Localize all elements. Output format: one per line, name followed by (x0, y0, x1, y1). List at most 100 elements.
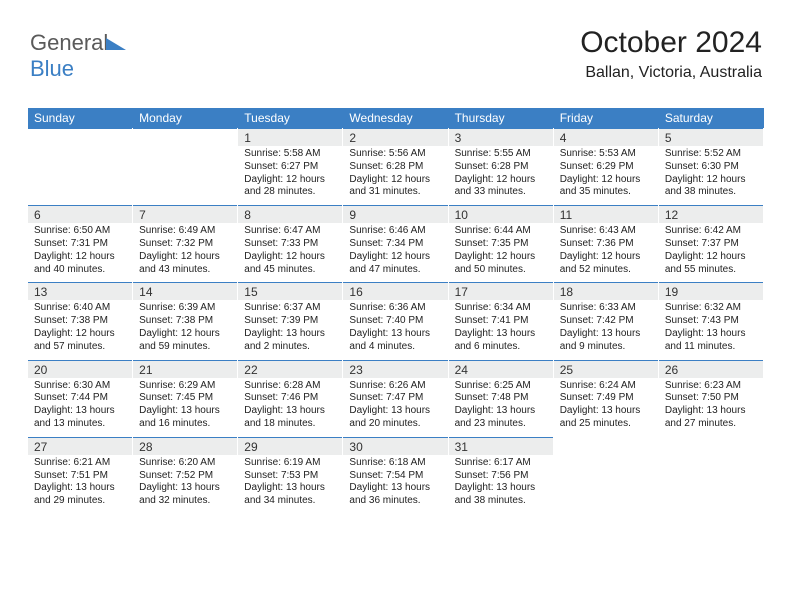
day-number: 28 (133, 437, 237, 455)
day-details: Sunrise: 6:36 AMSunset: 7:40 PMDaylight:… (343, 300, 447, 359)
calendar-day-cell: 15Sunrise: 6:37 AMSunset: 7:39 PMDayligh… (238, 282, 343, 359)
day-number: 3 (449, 128, 553, 146)
calendar-day-cell: 25Sunrise: 6:24 AMSunset: 7:49 PMDayligh… (554, 360, 659, 437)
day-number: 19 (659, 282, 763, 300)
calendar-empty-cell (28, 128, 133, 205)
calendar-empty-cell (133, 128, 238, 205)
calendar-day-cell: 3Sunrise: 5:55 AMSunset: 6:28 PMDaylight… (449, 128, 554, 205)
day-number: 18 (554, 282, 658, 300)
calendar-day-cell: 31Sunrise: 6:17 AMSunset: 7:56 PMDayligh… (449, 437, 554, 514)
location-subtitle: Ballan, Victoria, Australia (580, 64, 762, 82)
day-details: Sunrise: 6:33 AMSunset: 7:42 PMDaylight:… (554, 300, 658, 359)
logo-text-1: General (30, 30, 108, 55)
brand-logo: General Blue (30, 30, 126, 82)
day-number: 10 (449, 205, 553, 223)
day-number: 25 (554, 360, 658, 378)
calendar-day-cell: 17Sunrise: 6:34 AMSunset: 7:41 PMDayligh… (449, 282, 554, 359)
calendar-day-cell: 19Sunrise: 6:32 AMSunset: 7:43 PMDayligh… (659, 282, 764, 359)
day-details: Sunrise: 6:30 AMSunset: 7:44 PMDaylight:… (28, 378, 132, 437)
day-details: Sunrise: 5:52 AMSunset: 6:30 PMDaylight:… (659, 146, 763, 205)
calendar-header-cell: Sunday (28, 108, 133, 128)
calendar-day-cell: 13Sunrise: 6:40 AMSunset: 7:38 PMDayligh… (28, 282, 133, 359)
day-details: Sunrise: 5:56 AMSunset: 6:28 PMDaylight:… (343, 146, 447, 205)
day-details: Sunrise: 6:40 AMSunset: 7:38 PMDaylight:… (28, 300, 132, 359)
calendar-day-cell: 16Sunrise: 6:36 AMSunset: 7:40 PMDayligh… (343, 282, 448, 359)
day-number: 4 (554, 128, 658, 146)
calendar-day-cell: 8Sunrise: 6:47 AMSunset: 7:33 PMDaylight… (238, 205, 343, 282)
day-details: Sunrise: 6:29 AMSunset: 7:45 PMDaylight:… (133, 378, 237, 437)
day-details: Sunrise: 6:21 AMSunset: 7:51 PMDaylight:… (28, 455, 132, 514)
calendar-day-cell: 21Sunrise: 6:29 AMSunset: 7:45 PMDayligh… (133, 360, 238, 437)
day-details: Sunrise: 6:25 AMSunset: 7:48 PMDaylight:… (449, 378, 553, 437)
day-number: 24 (449, 360, 553, 378)
calendar-day-cell: 7Sunrise: 6:49 AMSunset: 7:32 PMDaylight… (133, 205, 238, 282)
calendar-day-cell: 11Sunrise: 6:43 AMSunset: 7:36 PMDayligh… (554, 205, 659, 282)
calendar-day-cell: 6Sunrise: 6:50 AMSunset: 7:31 PMDaylight… (28, 205, 133, 282)
calendar-day-cell: 10Sunrise: 6:44 AMSunset: 7:35 PMDayligh… (449, 205, 554, 282)
calendar-header-cell: Wednesday (343, 108, 448, 128)
day-number: 1 (238, 128, 342, 146)
day-details: Sunrise: 6:37 AMSunset: 7:39 PMDaylight:… (238, 300, 342, 359)
calendar-body: 1Sunrise: 5:58 AMSunset: 6:27 PMDaylight… (28, 128, 764, 514)
calendar-day-cell: 30Sunrise: 6:18 AMSunset: 7:54 PMDayligh… (343, 437, 448, 514)
calendar-day-cell: 18Sunrise: 6:33 AMSunset: 7:42 PMDayligh… (554, 282, 659, 359)
day-number: 7 (133, 205, 237, 223)
day-details: Sunrise: 6:44 AMSunset: 7:35 PMDaylight:… (449, 223, 553, 282)
month-title: October 2024 (580, 26, 762, 60)
day-number: 9 (343, 205, 447, 223)
day-details: Sunrise: 6:50 AMSunset: 7:31 PMDaylight:… (28, 223, 132, 282)
calendar-day-cell: 2Sunrise: 5:56 AMSunset: 6:28 PMDaylight… (343, 128, 448, 205)
day-number: 5 (659, 128, 763, 146)
day-details: Sunrise: 6:49 AMSunset: 7:32 PMDaylight:… (133, 223, 237, 282)
day-details: Sunrise: 5:53 AMSunset: 6:29 PMDaylight:… (554, 146, 658, 205)
day-details: Sunrise: 6:43 AMSunset: 7:36 PMDaylight:… (554, 223, 658, 282)
day-details: Sunrise: 6:26 AMSunset: 7:47 PMDaylight:… (343, 378, 447, 437)
calendar-header-cell: Monday (133, 108, 238, 128)
calendar-day-cell: 14Sunrise: 6:39 AMSunset: 7:38 PMDayligh… (133, 282, 238, 359)
calendar-day-cell: 22Sunrise: 6:28 AMSunset: 7:46 PMDayligh… (238, 360, 343, 437)
day-number: 23 (343, 360, 447, 378)
day-number: 12 (659, 205, 763, 223)
day-details: Sunrise: 6:28 AMSunset: 7:46 PMDaylight:… (238, 378, 342, 437)
day-number: 11 (554, 205, 658, 223)
day-number: 21 (133, 360, 237, 378)
day-details: Sunrise: 6:32 AMSunset: 7:43 PMDaylight:… (659, 300, 763, 359)
day-number: 26 (659, 360, 763, 378)
calendar-header-cell: Friday (554, 108, 659, 128)
day-details: Sunrise: 6:34 AMSunset: 7:41 PMDaylight:… (449, 300, 553, 359)
day-number: 15 (238, 282, 342, 300)
day-details: Sunrise: 6:42 AMSunset: 7:37 PMDaylight:… (659, 223, 763, 282)
calendar-day-cell: 24Sunrise: 6:25 AMSunset: 7:48 PMDayligh… (449, 360, 554, 437)
calendar-header-cell: Saturday (659, 108, 764, 128)
day-number: 22 (238, 360, 342, 378)
day-number: 6 (28, 205, 132, 223)
day-number: 2 (343, 128, 447, 146)
page-header: October 2024 Ballan, Victoria, Australia (580, 26, 762, 82)
day-details: Sunrise: 6:46 AMSunset: 7:34 PMDaylight:… (343, 223, 447, 282)
day-number: 30 (343, 437, 447, 455)
day-details: Sunrise: 6:24 AMSunset: 7:49 PMDaylight:… (554, 378, 658, 437)
calendar-day-cell: 29Sunrise: 6:19 AMSunset: 7:53 PMDayligh… (238, 437, 343, 514)
day-details: Sunrise: 6:19 AMSunset: 7:53 PMDaylight:… (238, 455, 342, 514)
calendar-day-cell: 5Sunrise: 5:52 AMSunset: 6:30 PMDaylight… (659, 128, 764, 205)
calendar-day-cell: 26Sunrise: 6:23 AMSunset: 7:50 PMDayligh… (659, 360, 764, 437)
logo-triangle-icon (106, 38, 126, 50)
day-details: Sunrise: 5:55 AMSunset: 6:28 PMDaylight:… (449, 146, 553, 205)
day-number: 14 (133, 282, 237, 300)
day-number: 13 (28, 282, 132, 300)
day-details: Sunrise: 6:17 AMSunset: 7:56 PMDaylight:… (449, 455, 553, 514)
calendar-day-cell: 1Sunrise: 5:58 AMSunset: 6:27 PMDaylight… (238, 128, 343, 205)
day-details: Sunrise: 6:39 AMSunset: 7:38 PMDaylight:… (133, 300, 237, 359)
calendar-header-cell: Tuesday (238, 108, 343, 128)
day-details: Sunrise: 6:20 AMSunset: 7:52 PMDaylight:… (133, 455, 237, 514)
day-details: Sunrise: 5:58 AMSunset: 6:27 PMDaylight:… (238, 146, 342, 205)
calendar-day-cell: 28Sunrise: 6:20 AMSunset: 7:52 PMDayligh… (133, 437, 238, 514)
day-number: 29 (238, 437, 342, 455)
calendar-day-cell: 27Sunrise: 6:21 AMSunset: 7:51 PMDayligh… (28, 437, 133, 514)
day-number: 27 (28, 437, 132, 455)
day-details: Sunrise: 6:47 AMSunset: 7:33 PMDaylight:… (238, 223, 342, 282)
day-details: Sunrise: 6:18 AMSunset: 7:54 PMDaylight:… (343, 455, 447, 514)
calendar-day-cell: 20Sunrise: 6:30 AMSunset: 7:44 PMDayligh… (28, 360, 133, 437)
day-number: 16 (343, 282, 447, 300)
day-number: 31 (449, 437, 553, 455)
